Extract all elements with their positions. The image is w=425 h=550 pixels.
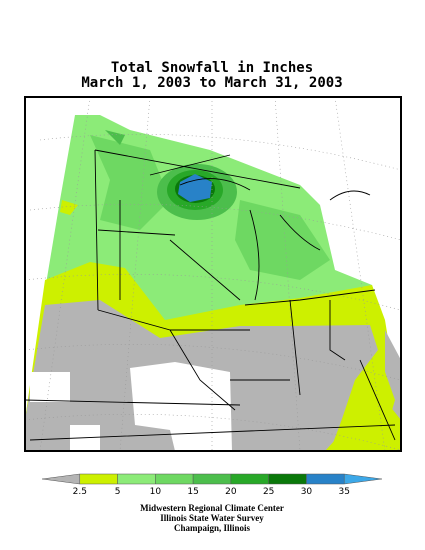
map — [25, 97, 401, 451]
title-line: Total Snowfall in Inches — [111, 60, 313, 76]
legend-tick: 2.5 — [73, 487, 87, 497]
legend: 2.5 5 10 15 20 25 30 35 — [41, 473, 383, 497]
legend-swatch — [268, 473, 307, 485]
legend-swatch — [41, 473, 81, 485]
legend-swatch — [117, 473, 156, 485]
map-frame — [24, 96, 402, 452]
credit: Illinois State Water Survey — [160, 513, 264, 523]
legend-swatch — [343, 473, 383, 485]
title-line: March 1, 2003 to March 31, 2003 — [81, 75, 342, 91]
credit: Champaign, Illinois — [174, 523, 251, 533]
legend-tick: 15 — [187, 487, 198, 497]
credit: Midwestern Regional Climate Center — [140, 503, 284, 513]
legend-tick: 5 — [115, 487, 121, 497]
legend-tick: 20 — [225, 487, 237, 497]
legend-swatch — [192, 473, 232, 485]
legend-swatch — [230, 473, 269, 485]
legend-tick: 10 — [150, 487, 162, 497]
legend-swatch — [155, 473, 194, 485]
legend-swatch — [306, 473, 345, 485]
legend-swatch — [79, 473, 118, 485]
legend-tick: 30 — [301, 487, 313, 497]
legend-tick: 35 — [338, 487, 349, 497]
legend-tick: 25 — [263, 487, 274, 497]
